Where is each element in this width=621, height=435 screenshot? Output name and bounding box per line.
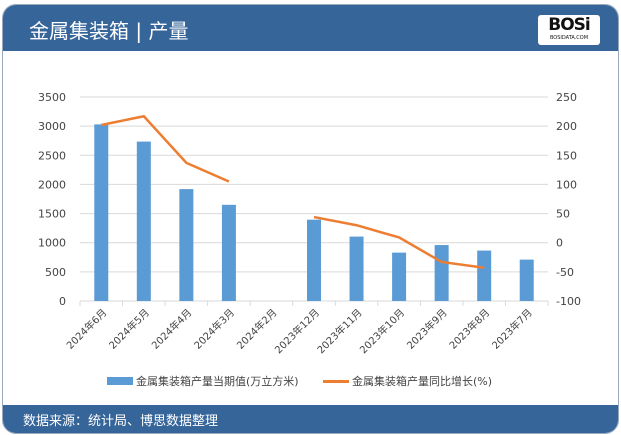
legend-line-label: 金属集装箱产量同比增长(%) bbox=[352, 375, 493, 388]
bar bbox=[136, 141, 151, 301]
y-left-tick-label: 3000 bbox=[38, 120, 66, 133]
logo-text: BOSi bbox=[548, 15, 590, 35]
y-right-tick-label: 250 bbox=[556, 91, 577, 104]
y-left-tick-label: 1500 bbox=[38, 208, 66, 221]
y-left-tick-label: 500 bbox=[45, 266, 66, 279]
y-left-tick-label: 2000 bbox=[38, 178, 66, 191]
growth-line bbox=[313, 215, 485, 270]
bar bbox=[307, 219, 321, 301]
x-tick-label: 2024年6月 bbox=[64, 306, 110, 352]
legend-line: 金属集装箱产量同比增长(%) bbox=[323, 373, 492, 389]
y-left-tick-label: 1000 bbox=[38, 237, 66, 250]
bosi-logo: BOSi BOSIDATA.COM bbox=[538, 15, 600, 45]
y-left-tick-label: 0 bbox=[59, 295, 66, 308]
bar bbox=[179, 189, 194, 301]
x-tick-label: 2024年2月 bbox=[234, 306, 280, 352]
x-tick-label: 2024年5月 bbox=[106, 306, 152, 352]
bar bbox=[392, 252, 407, 301]
x-tick-label: 2024年3月 bbox=[191, 306, 237, 352]
legend-bar: 金属集装箱产量当期值(万立方米) bbox=[107, 373, 299, 389]
x-tick-label: 2023年10月 bbox=[357, 306, 407, 356]
legend-line-swatch bbox=[323, 379, 349, 383]
y-left-tick-label: 3500 bbox=[38, 91, 66, 104]
bar bbox=[94, 124, 109, 301]
x-tick-label: 2023年8月 bbox=[446, 306, 492, 352]
x-tick-label: 2023年9月 bbox=[404, 306, 450, 352]
y-right-tick-label: -50 bbox=[556, 266, 574, 279]
footer-bar: 数据来源：统计局、博思数据整理 bbox=[3, 405, 618, 433]
y-left-tick-label: 2500 bbox=[38, 149, 66, 162]
y-right-tick-label: 100 bbox=[556, 178, 577, 191]
y-right-tick-label: 150 bbox=[556, 149, 577, 162]
bar bbox=[349, 236, 364, 301]
growth-line bbox=[101, 114, 230, 183]
chart-title: 金属集装箱 | 产量 bbox=[29, 19, 189, 43]
legend-bar-label: 金属集装箱产量当期值(万立方米) bbox=[136, 375, 299, 388]
x-tick-label: 2023年7月 bbox=[489, 306, 535, 352]
bar bbox=[477, 250, 492, 301]
y-right-tick-label: 0 bbox=[556, 237, 563, 250]
bar bbox=[434, 245, 449, 301]
x-tick-label: 2024年4月 bbox=[149, 306, 195, 352]
header-bar: 金属集装箱 | 产量 BOSi BOSIDATA.COM bbox=[3, 5, 618, 51]
bar bbox=[221, 204, 236, 301]
y-right-tick-label: 200 bbox=[556, 120, 577, 133]
data-source: 数据来源：统计局、博思数据整理 bbox=[23, 414, 219, 429]
bar bbox=[519, 259, 534, 301]
legend-bar-swatch bbox=[107, 377, 133, 385]
y-right-tick-label: 50 bbox=[556, 208, 570, 221]
logo-subtext: BOSIDATA.COM bbox=[549, 35, 589, 41]
y-right-tick-label: -100 bbox=[556, 295, 581, 308]
